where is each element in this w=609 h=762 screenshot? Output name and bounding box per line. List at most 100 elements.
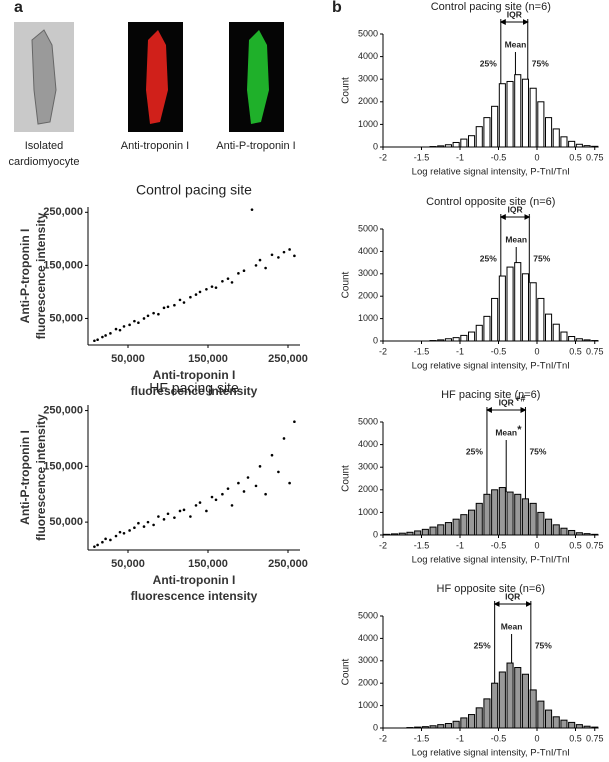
y-tick-label: 5000 <box>358 223 378 233</box>
point <box>221 492 224 496</box>
bar <box>560 719 568 729</box>
marker-label: Mean <box>505 234 527 244</box>
point <box>214 286 218 289</box>
point <box>258 465 262 468</box>
marker-label: Mean <box>505 39 527 49</box>
point <box>96 338 99 341</box>
y-axis-label: Anti-P-troponin I <box>18 430 32 525</box>
iqr-label: IQR <box>507 9 522 19</box>
bar <box>514 262 522 342</box>
point <box>142 317 146 320</box>
x-tick-label: 150,000 <box>188 558 228 570</box>
bar <box>568 529 576 536</box>
y-tick-label: 4000 <box>358 246 378 256</box>
bar <box>552 524 560 536</box>
point <box>178 298 182 302</box>
image-caption: Anti-troponin I <box>121 140 189 152</box>
x-tick-label: -0.5 <box>491 540 507 550</box>
bar <box>560 136 568 148</box>
y-tick-label: 0 <box>373 335 378 345</box>
x-axis-label: Anti-troponin I <box>153 573 236 587</box>
x-axis-label: Log relative signal intensity, P-TnI/TnI <box>412 361 570 372</box>
y-tick-label: 150,000 <box>43 460 83 472</box>
bar <box>498 275 506 342</box>
point <box>226 277 230 280</box>
point <box>166 512 170 516</box>
x-tick-label: 0.75 <box>586 346 604 356</box>
bar <box>529 502 537 536</box>
point <box>182 301 186 304</box>
point <box>114 534 118 538</box>
y-tick-label: 4000 <box>358 633 378 643</box>
x-tick-label: 0 <box>534 152 539 162</box>
bar <box>529 689 537 729</box>
bar <box>560 331 568 342</box>
bar <box>506 266 514 342</box>
chart-title: Control opposite site (n=6) <box>426 196 555 208</box>
bar <box>506 491 514 536</box>
y-tick-label: 4000 <box>358 51 378 61</box>
bar <box>452 720 460 729</box>
point <box>288 481 291 485</box>
bar <box>552 323 560 342</box>
x-tick-label: 0.5 <box>569 346 582 356</box>
marker-label: 75% <box>529 446 546 456</box>
point <box>157 312 160 316</box>
point <box>242 490 246 493</box>
y-tick-label: 250,000 <box>43 206 83 218</box>
y-tick-label: 2000 <box>358 96 378 106</box>
bar <box>545 518 553 536</box>
y-tick-label: 1000 <box>358 507 378 517</box>
x-tick-label: -1 <box>456 346 464 356</box>
point <box>146 314 150 318</box>
point <box>282 250 286 254</box>
y-tick-label: 5000 <box>358 610 378 620</box>
x-tick-label: -2 <box>379 346 387 356</box>
point <box>157 515 160 518</box>
point <box>104 334 107 337</box>
point <box>277 256 280 259</box>
point <box>277 470 280 474</box>
bar <box>460 334 468 342</box>
cell-shape <box>146 30 168 124</box>
marker-label: 75% <box>532 58 549 68</box>
point <box>122 531 126 535</box>
y-axis-label: Count <box>341 271 352 298</box>
bar <box>498 671 506 729</box>
panel-label: a <box>14 0 23 16</box>
cell-shape <box>247 30 269 124</box>
x-tick-label: 0 <box>534 540 539 550</box>
bar <box>514 493 522 536</box>
point <box>189 295 192 299</box>
bar <box>568 336 576 342</box>
bar <box>452 141 460 148</box>
x-axis-label: fluorescence intensity <box>131 384 258 398</box>
y-tick-label: 50,000 <box>49 516 83 528</box>
y-tick-label: 0 <box>373 529 378 539</box>
x-tick-label: 0.75 <box>586 540 604 550</box>
bar <box>560 527 568 536</box>
y-axis-label: Anti-P-troponin I <box>18 229 32 324</box>
point <box>288 248 291 251</box>
y-tick-label: 3000 <box>358 655 378 665</box>
y-axis-label: Count <box>341 77 352 104</box>
bar <box>429 526 437 536</box>
bar <box>444 723 452 729</box>
bar <box>521 498 530 536</box>
x-axis-label: Log relative signal intensity, P-TnI/TnI <box>412 555 570 566</box>
y-tick-label: 5000 <box>358 416 378 426</box>
bar <box>468 331 476 342</box>
x-tick-label: -1 <box>456 733 464 743</box>
x-tick-label: 250,000 <box>268 353 308 365</box>
x-tick-label: 0 <box>534 733 539 743</box>
point <box>152 523 155 527</box>
bar <box>506 80 514 148</box>
x-tick-label: -2 <box>379 733 387 743</box>
x-tick-label: 50,000 <box>111 353 145 365</box>
bar <box>506 662 514 729</box>
marker-label: 25% <box>480 253 497 263</box>
y-tick-label: 50,000 <box>49 312 83 324</box>
point <box>214 498 218 502</box>
point <box>93 339 96 343</box>
